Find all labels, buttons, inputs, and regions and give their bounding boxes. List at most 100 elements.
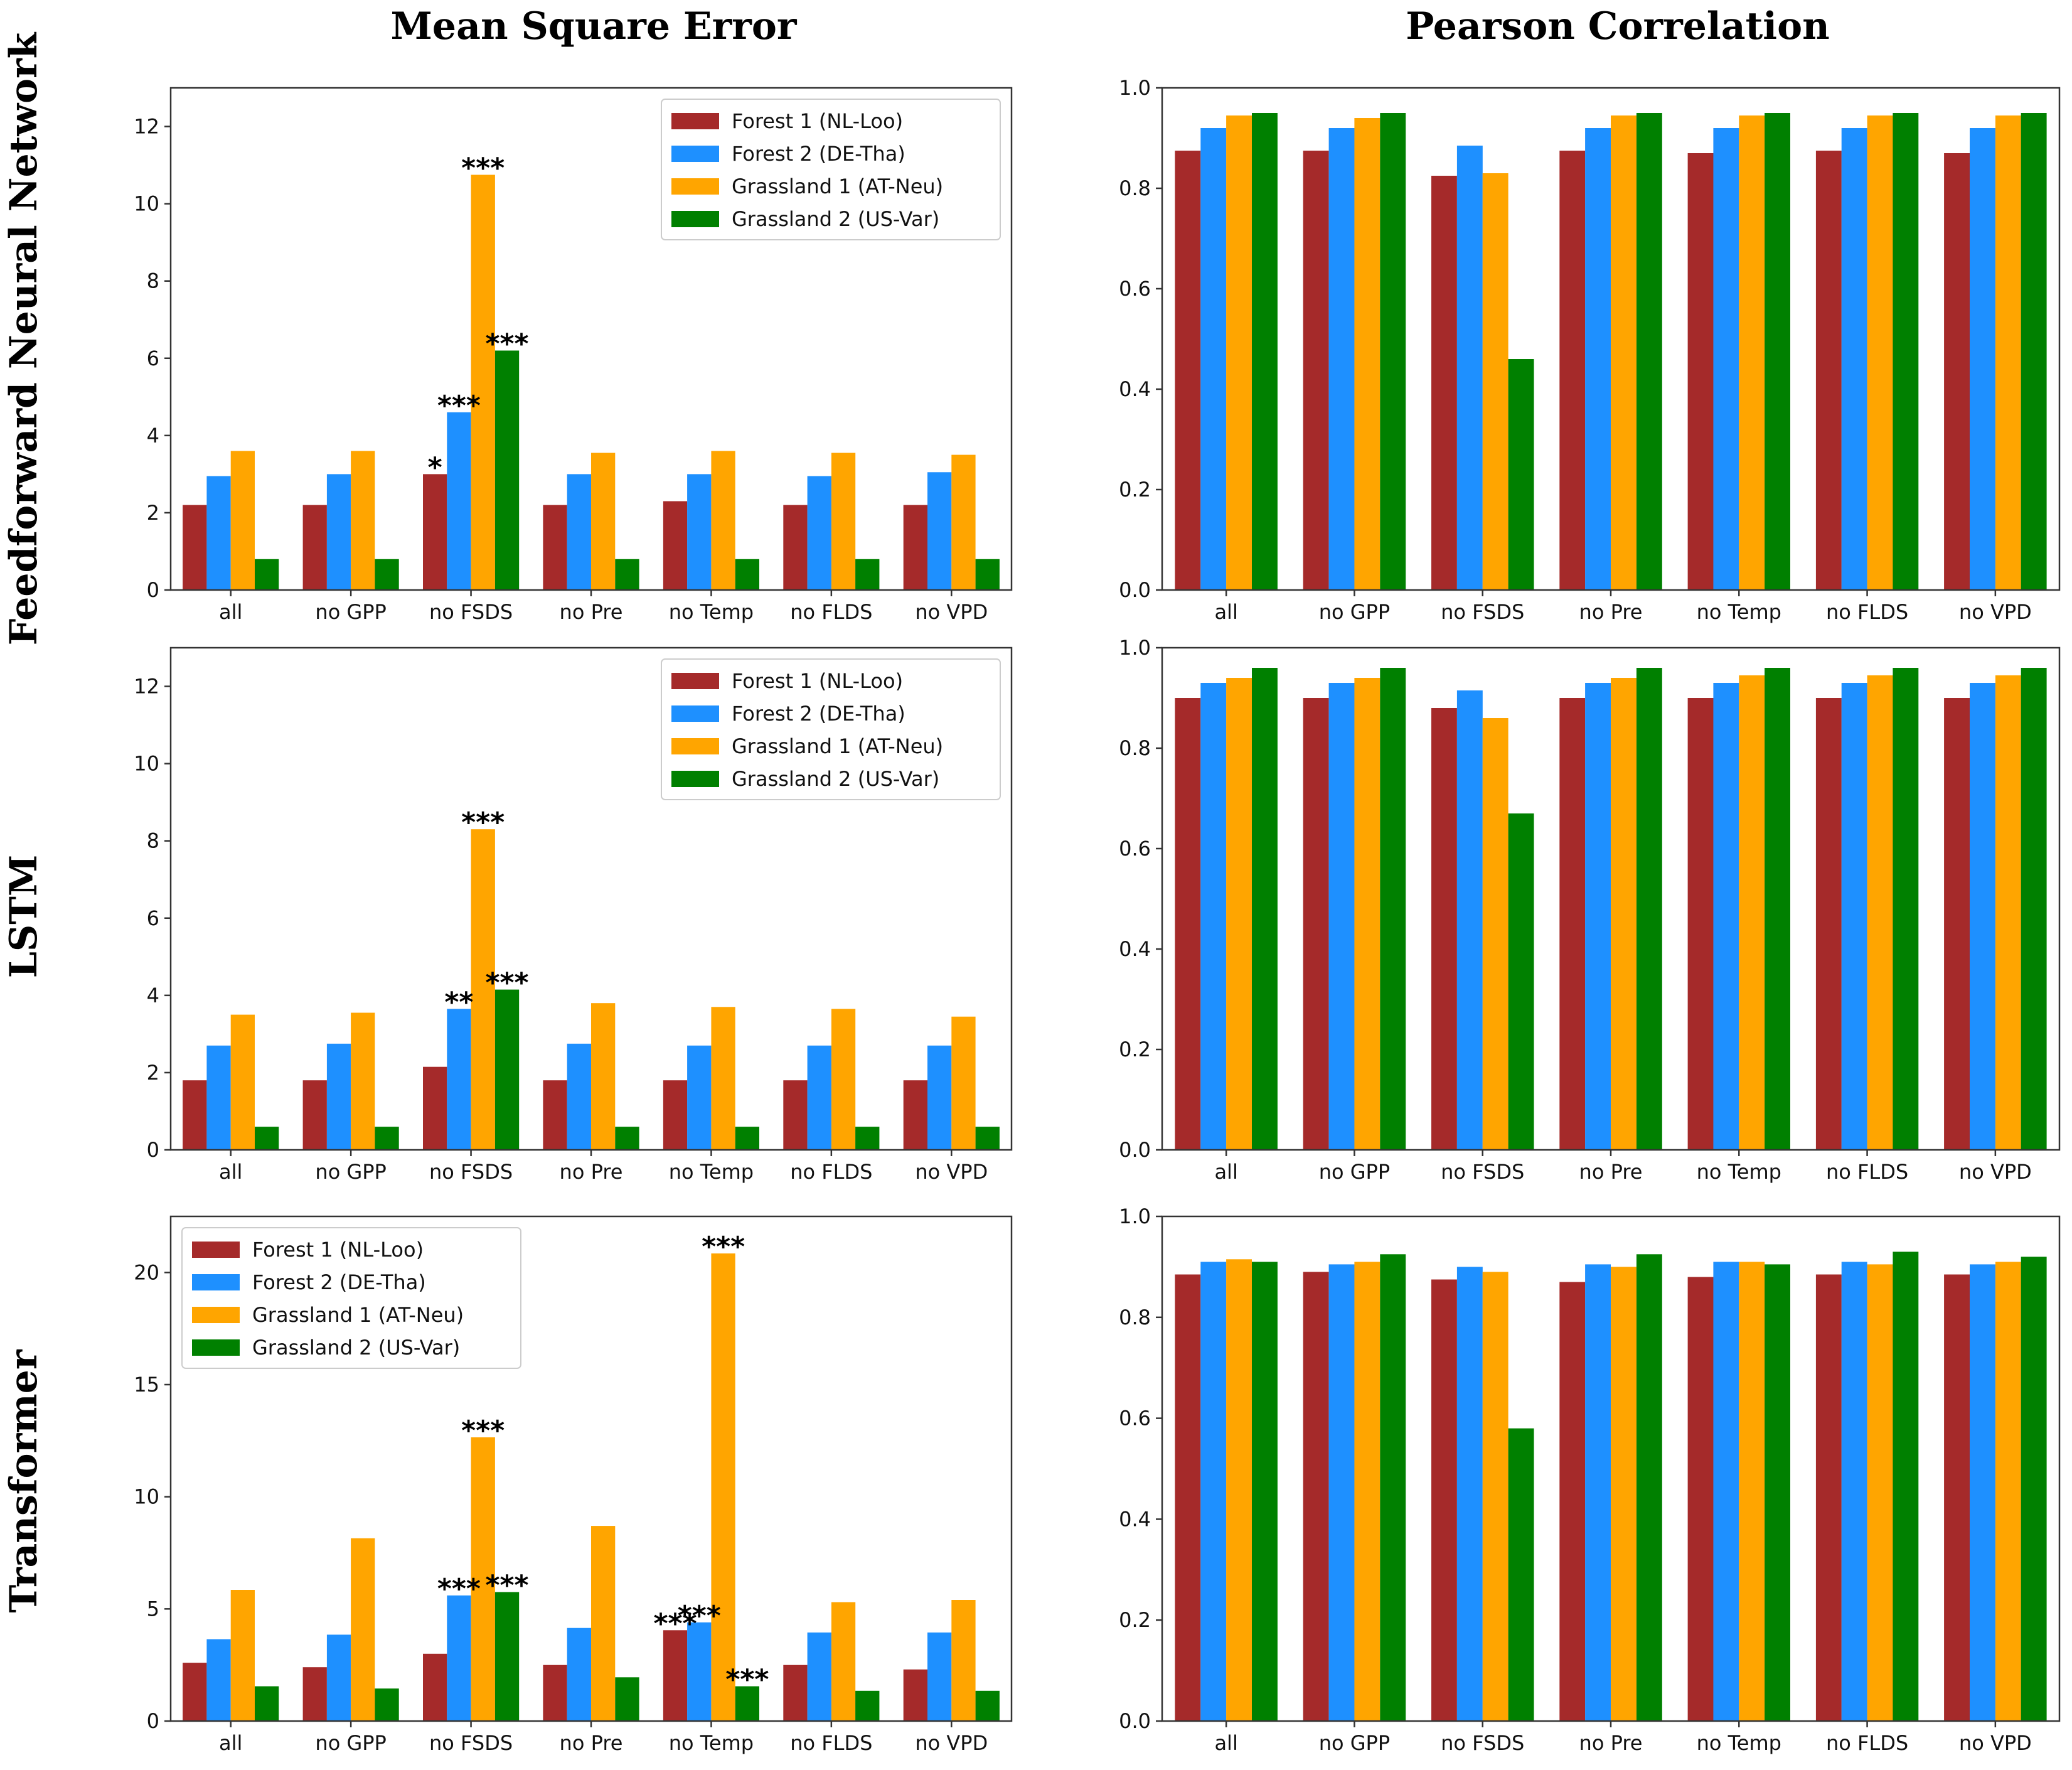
x-tick-label: all — [1214, 600, 1237, 624]
row-title-transformer: Transformer — [2, 1349, 46, 1612]
significance-label: *** — [653, 1607, 697, 1639]
bar — [471, 1437, 495, 1721]
bar — [1765, 113, 1790, 590]
bar — [807, 1632, 831, 1721]
y-tick-label: 5 — [147, 1597, 159, 1621]
legend-label: Grassland 2 (US-Var) — [732, 207, 939, 231]
y-tick-label: 0.6 — [1119, 837, 1151, 861]
y-tick-label: 1.0 — [1119, 76, 1151, 100]
bar — [1456, 1267, 1483, 1721]
x-tick-label: no Temp — [1697, 600, 1781, 624]
bar — [1739, 115, 1765, 590]
bar — [855, 1690, 880, 1721]
bar — [255, 1686, 279, 1721]
legend-frame — [661, 658, 1001, 800]
bar — [903, 505, 927, 590]
legend-label: Forest 1 (NL-Loo) — [732, 669, 903, 693]
bar — [1765, 1264, 1790, 1721]
bar — [1328, 683, 1355, 1150]
bar — [903, 1669, 927, 1721]
x-tick-label: no GPP — [315, 600, 386, 624]
bar — [1611, 115, 1637, 590]
significance-label: *** — [461, 1415, 505, 1447]
x-tick-label: no VPD — [1959, 1731, 2032, 1755]
bar — [471, 174, 495, 590]
bar — [1995, 115, 2021, 590]
y-tick-label: 0.8 — [1119, 176, 1151, 200]
bar — [927, 1632, 952, 1721]
bar — [2021, 1257, 2047, 1721]
y-tick-label: 0.4 — [1119, 1507, 1151, 1531]
bar — [951, 454, 976, 590]
bar — [903, 1080, 927, 1150]
bar — [1354, 1262, 1380, 1721]
row-title-ffnn: Feedforward Neural Network — [2, 31, 46, 645]
bar — [591, 1003, 616, 1150]
x-tick-label: no Pre — [560, 1160, 623, 1184]
bar — [351, 451, 375, 590]
x-tick-label: no GPP — [1319, 600, 1390, 624]
bar — [1559, 698, 1586, 1150]
x-tick-label: no FSDS — [429, 1731, 513, 1755]
bar — [375, 1688, 399, 1721]
y-tick-label: 0.0 — [1119, 1138, 1151, 1162]
x-tick-label: no FSDS — [429, 1160, 513, 1184]
legend-swatch — [671, 738, 719, 754]
bar — [663, 1630, 688, 1721]
x-tick-label: no FLDS — [1826, 600, 1908, 624]
bar — [567, 474, 591, 590]
bar — [1893, 1252, 1919, 1721]
bar — [1739, 675, 1765, 1150]
bar — [1867, 115, 1893, 590]
significance-label: *** — [485, 1570, 528, 1602]
x-tick-label: no FLDS — [1826, 1160, 1908, 1184]
bar — [1815, 698, 1842, 1150]
bar — [183, 1080, 207, 1150]
bar — [494, 989, 520, 1150]
bar — [1893, 668, 1919, 1150]
x-tick-label: no GPP — [1319, 1160, 1390, 1184]
bar — [1226, 115, 1252, 590]
bar — [1893, 113, 1919, 590]
bar — [1970, 128, 1995, 590]
legend-label: Grassland 1 (AT-Neu) — [252, 1303, 464, 1327]
bar — [1995, 675, 2021, 1150]
x-tick-label: no Pre — [1579, 1160, 1643, 1184]
bar — [183, 505, 207, 590]
bar — [1636, 113, 1662, 590]
x-tick-label: no Pre — [560, 600, 623, 624]
bar — [1482, 173, 1509, 590]
legend-swatch — [192, 1339, 240, 1356]
bar — [1456, 690, 1483, 1150]
bar — [1841, 128, 1867, 590]
y-tick-label: 0.0 — [1119, 1709, 1151, 1733]
bar — [206, 476, 231, 590]
y-tick-label: 8 — [147, 269, 159, 293]
bar — [351, 1538, 375, 1721]
x-tick-label: no VPD — [1959, 600, 2032, 624]
bar — [735, 1686, 759, 1721]
x-tick-label: all — [219, 1160, 242, 1184]
bar — [687, 1045, 712, 1150]
bar — [783, 505, 808, 590]
bar — [567, 1043, 591, 1150]
x-tick-label: no GPP — [1319, 1731, 1390, 1755]
x-tick-label: no FLDS — [790, 1160, 872, 1184]
chart-panel-1-2: 0.0 0.2 0.4 0.6 0.8 1.0 all no GPP no FSDS no Pre… — [1119, 76, 2061, 624]
bar — [1431, 176, 1457, 590]
y-tick-label: 0.8 — [1119, 1306, 1151, 1329]
bar — [615, 559, 639, 590]
y-tick-label: 2 — [147, 501, 159, 525]
bar — [1303, 698, 1329, 1150]
x-tick-label: no FLDS — [790, 1731, 872, 1755]
bar — [855, 1127, 880, 1150]
significance-label: *** — [485, 328, 528, 360]
bar — [1944, 698, 1970, 1150]
bar — [615, 1127, 639, 1150]
bar — [1713, 683, 1739, 1150]
x-tick-label: no FLDS — [790, 600, 872, 624]
legend: Forest 1 (NL-Loo) Forest 2 (DE-Tha) Grassl… — [181, 1227, 521, 1369]
bar — [1559, 151, 1586, 590]
